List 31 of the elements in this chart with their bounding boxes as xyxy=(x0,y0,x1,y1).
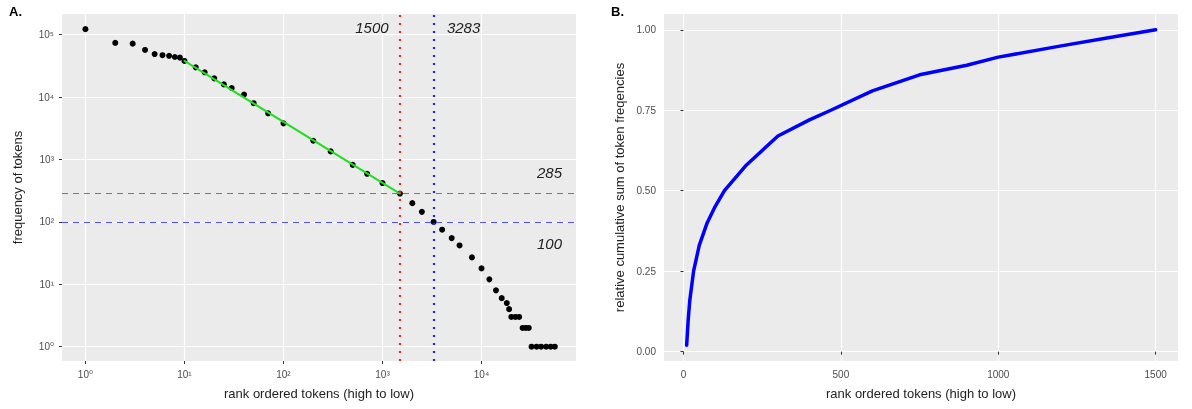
x-tick-label: 10³ xyxy=(375,368,391,380)
y-tick-label: 10¹ xyxy=(39,278,55,290)
x-tick-label: 1000 xyxy=(987,368,1010,380)
line-series xyxy=(684,28,1158,347)
x-tick-label: 10⁴ xyxy=(473,368,490,380)
y-tick-label: 0.75 xyxy=(636,104,657,116)
ref-line-label: 100 xyxy=(536,234,563,252)
x-tick-label: 10² xyxy=(276,368,292,380)
y-axis-title: frequency of tokens xyxy=(10,130,25,245)
y-tick-label: 10⁰ xyxy=(38,341,54,353)
y-tick-label: 10² xyxy=(39,216,55,228)
x-axis-title: rank ordered tokens (high to low) xyxy=(223,386,415,401)
x-tick-label: 500 xyxy=(832,368,850,380)
chart-title: A. xyxy=(9,4,22,19)
y-tick-label: 10⁴ xyxy=(38,91,54,103)
x-tick-label: 10¹ xyxy=(177,368,193,380)
ref-line-label: 3283 xyxy=(446,19,481,36)
x-tick-label: 0 xyxy=(680,368,687,380)
ref-line-label: 285 xyxy=(535,163,563,181)
y-tick-label: 0.25 xyxy=(636,265,657,277)
y-tick-label: 0.00 xyxy=(636,346,657,358)
x-tick-label: 1500 xyxy=(1144,368,1168,380)
x-axis-title: rank ordered tokens (high to low) xyxy=(825,386,1017,401)
ref-line-label: 1500 xyxy=(355,19,390,36)
y-axis-title: relative cumulative sum of token freqencies xyxy=(611,62,627,313)
y-tick-label: 10⁵ xyxy=(38,29,54,41)
y-tick-label: 0.50 xyxy=(636,185,657,197)
x-tick-label: 10⁰ xyxy=(77,368,93,380)
y-tick-label: 1.00 xyxy=(636,24,657,36)
chart-title: B. xyxy=(611,4,624,19)
y-tick-label: 10³ xyxy=(39,154,55,166)
